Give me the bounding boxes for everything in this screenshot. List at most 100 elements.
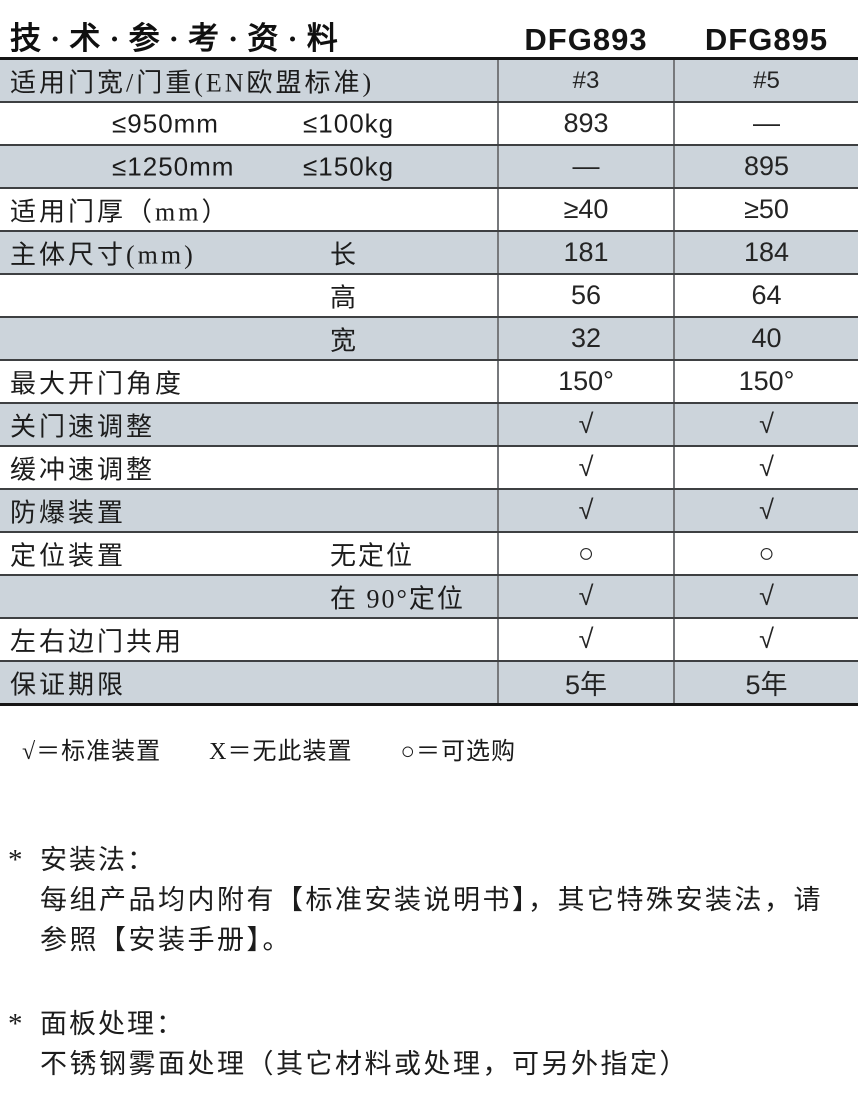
legend-item: ○＝可选购 (400, 739, 517, 765)
table-header: 技·术·参·考·资·料 DFG893 DFG895 (0, 14, 858, 58)
spec-label-cell: ≤950mm ≤100kg (0, 103, 497, 144)
spec-row-label: 适用门厚（mm） (10, 197, 231, 226)
table-row: 防爆装置 √ √ (0, 490, 858, 533)
note-title: 面板处理： (40, 1009, 185, 1039)
spec-value-dfg895: 5年 (745, 670, 788, 700)
spec-value-dfg893: √ (497, 404, 675, 445)
table-row: 宽 32 40 (0, 318, 858, 361)
spec-row-sublabel: 无定位 (330, 541, 415, 570)
spec-value-dfg895: √ (759, 452, 774, 482)
column-header-dfg893: DFG893 (524, 22, 648, 57)
spec-value-dfg893: √ (497, 619, 675, 660)
page-title: 技·术·参·考·资·料 (10, 21, 347, 56)
spec-row-label: 最大开门角度 (10, 369, 185, 398)
table-row: 保证期限 5年 5年 (0, 662, 858, 703)
spec-label-cell: 高 (0, 275, 497, 316)
spec-value-dfg893: 5年 (497, 662, 675, 703)
table-row: 在 90°定位 √ √ (0, 576, 858, 619)
spec-label-cell: 适用门厚（mm） (0, 189, 497, 230)
spec-value-dfg893: √ (497, 447, 675, 488)
asterisk-marker: * (8, 844, 23, 876)
spec-row-label: 适用门宽/门重(EN欧盟标准) (10, 68, 375, 97)
spec-value-dfg893: ≥40 (497, 189, 675, 230)
spec-value-dfg895: √ (759, 624, 774, 654)
spec-row-label: 左右边门共用 (10, 627, 185, 656)
table-row: 定位装置 无定位 ○ ○ (0, 533, 858, 576)
spec-row-label: 主体尺寸(mm) (10, 240, 196, 269)
spec-value-dfg895: 64 (751, 280, 782, 310)
table-row: 高 56 64 (0, 275, 858, 318)
spec-row-sublabel: 长 (330, 240, 359, 269)
spec-value-dfg895: 895 (743, 151, 790, 181)
spec-row-sublabel: ≤1250mm (112, 151, 235, 181)
note-line: 参照【安装手册】。 (40, 925, 292, 955)
table-row: ≤1250mm ≤150kg — 895 (0, 146, 858, 189)
symbol-legend: √＝标准装置 X＝无此装置 ○＝可选购 (22, 731, 516, 766)
note-body: 每组产品均内附有【标准安装说明书】，其它特殊安装法，请 参照【安装手册】。 (8, 880, 850, 960)
spec-row-sublabel: 宽 (330, 326, 359, 355)
note-line: 每组产品均内附有【标准安装说明书】，其它特殊安装法，请 (40, 885, 823, 915)
note-line: 不锈钢雾面处理（其它材料或处理，可另外指定） (40, 1049, 689, 1079)
spec-value-dfg893: 181 (497, 232, 675, 273)
spec-label-cell: 保证期限 (0, 662, 497, 703)
spec-row-sublabel: ≤950mm (112, 108, 219, 138)
spec-value-dfg895: √ (759, 495, 774, 525)
spec-row-label: 防爆装置 (10, 498, 127, 527)
table-row: 缓冲速调整 √ √ (0, 447, 858, 490)
table-row: 适用门厚（mm） ≥40 ≥50 (0, 189, 858, 232)
spec-value-dfg895: — (753, 108, 780, 138)
note: * 面板处理： 不锈钢雾面处理（其它材料或处理，可另外指定） (8, 1004, 850, 1084)
spec-row-label: 缓冲速调整 (10, 455, 156, 484)
spec-value-dfg893: √ (497, 576, 675, 617)
spec-label-cell: 定位装置 无定位 (0, 533, 497, 574)
spec-label-cell: 宽 (0, 318, 497, 359)
spec-row-sublabel: ≤100kg (303, 108, 395, 138)
spec-value-dfg893: √ (497, 490, 675, 531)
spec-label-cell: 关门速调整 (0, 404, 497, 445)
spec-value-dfg895: #5 (753, 66, 780, 94)
spec-value-dfg895: 40 (751, 323, 782, 353)
spec-value-dfg895: √ (759, 409, 774, 439)
spec-row-label: 定位装置 (10, 541, 127, 570)
legend-item: √＝标准装置 (22, 739, 162, 765)
spec-row-label: 保证期限 (10, 670, 127, 699)
spec-label-cell: 主体尺寸(mm) 长 (0, 232, 497, 273)
spec-label-cell: 最大开门角度 (0, 361, 497, 402)
table-row: 关门速调整 √ √ (0, 404, 858, 447)
table-row: 适用门宽/门重(EN欧盟标准) #3 #5 (0, 60, 858, 103)
note: * 安装法： 每组产品均内附有【标准安装说明书】，其它特殊安装法，请 参照【安装手… (8, 840, 850, 960)
spec-value-dfg893: 893 (497, 103, 675, 144)
spec-value-dfg893: — (497, 146, 675, 187)
spec-row-label: 关门速调整 (10, 412, 156, 441)
spec-value-dfg895: 184 (743, 237, 790, 267)
spec-value-dfg895: 150° (738, 366, 795, 396)
spec-label-cell: 在 90°定位 (0, 576, 497, 617)
spec-value-dfg893: 56 (497, 275, 675, 316)
spec-label-cell: 缓冲速调整 (0, 447, 497, 488)
spec-row-sublabel: ≤150kg (303, 151, 395, 181)
spec-label-cell: 适用门宽/门重(EN欧盟标准) (0, 60, 497, 101)
table-row: 主体尺寸(mm) 长 181 184 (0, 232, 858, 275)
table-row: 左右边门共用 √ √ (0, 619, 858, 662)
note-body: 不锈钢雾面处理（其它材料或处理，可另外指定） (8, 1044, 850, 1084)
spec-row-sublabel: 高 (330, 283, 359, 312)
spec-value-dfg893: ○ (497, 533, 675, 574)
spec-value-dfg895: ○ (758, 538, 775, 568)
spec-value-dfg893: #3 (497, 60, 675, 101)
spec-label-cell: 防爆装置 (0, 490, 497, 531)
spec-row-sublabel: 在 90°定位 (330, 584, 465, 613)
spec-value-dfg893: 32 (497, 318, 675, 359)
spec-value-dfg895: ≥50 (744, 194, 789, 224)
legend-item: X＝无此装置 (209, 739, 353, 765)
table-row: ≤950mm ≤100kg 893 — (0, 103, 858, 146)
spec-label-cell: ≤1250mm ≤150kg (0, 146, 497, 187)
spec-value-dfg893: 150° (497, 361, 675, 402)
column-header-dfg895: DFG895 (704, 22, 829, 57)
spec-label-cell: 左右边门共用 (0, 619, 497, 660)
spec-table-body: 适用门宽/门重(EN欧盟标准) #3 #5 ≤950mm ≤100kg 893 —… (0, 60, 858, 703)
note-title: 安装法： (40, 845, 156, 875)
spec-value-dfg895: √ (759, 581, 774, 611)
footnotes: * 安装法： 每组产品均内附有【标准安装说明书】，其它特殊安装法，请 参照【安装手… (8, 840, 850, 1084)
spec-table: 适用门宽/门重(EN欧盟标准) #3 #5 ≤950mm ≤100kg 893 —… (0, 57, 858, 706)
table-row: 最大开门角度 150° 150° (0, 361, 858, 404)
